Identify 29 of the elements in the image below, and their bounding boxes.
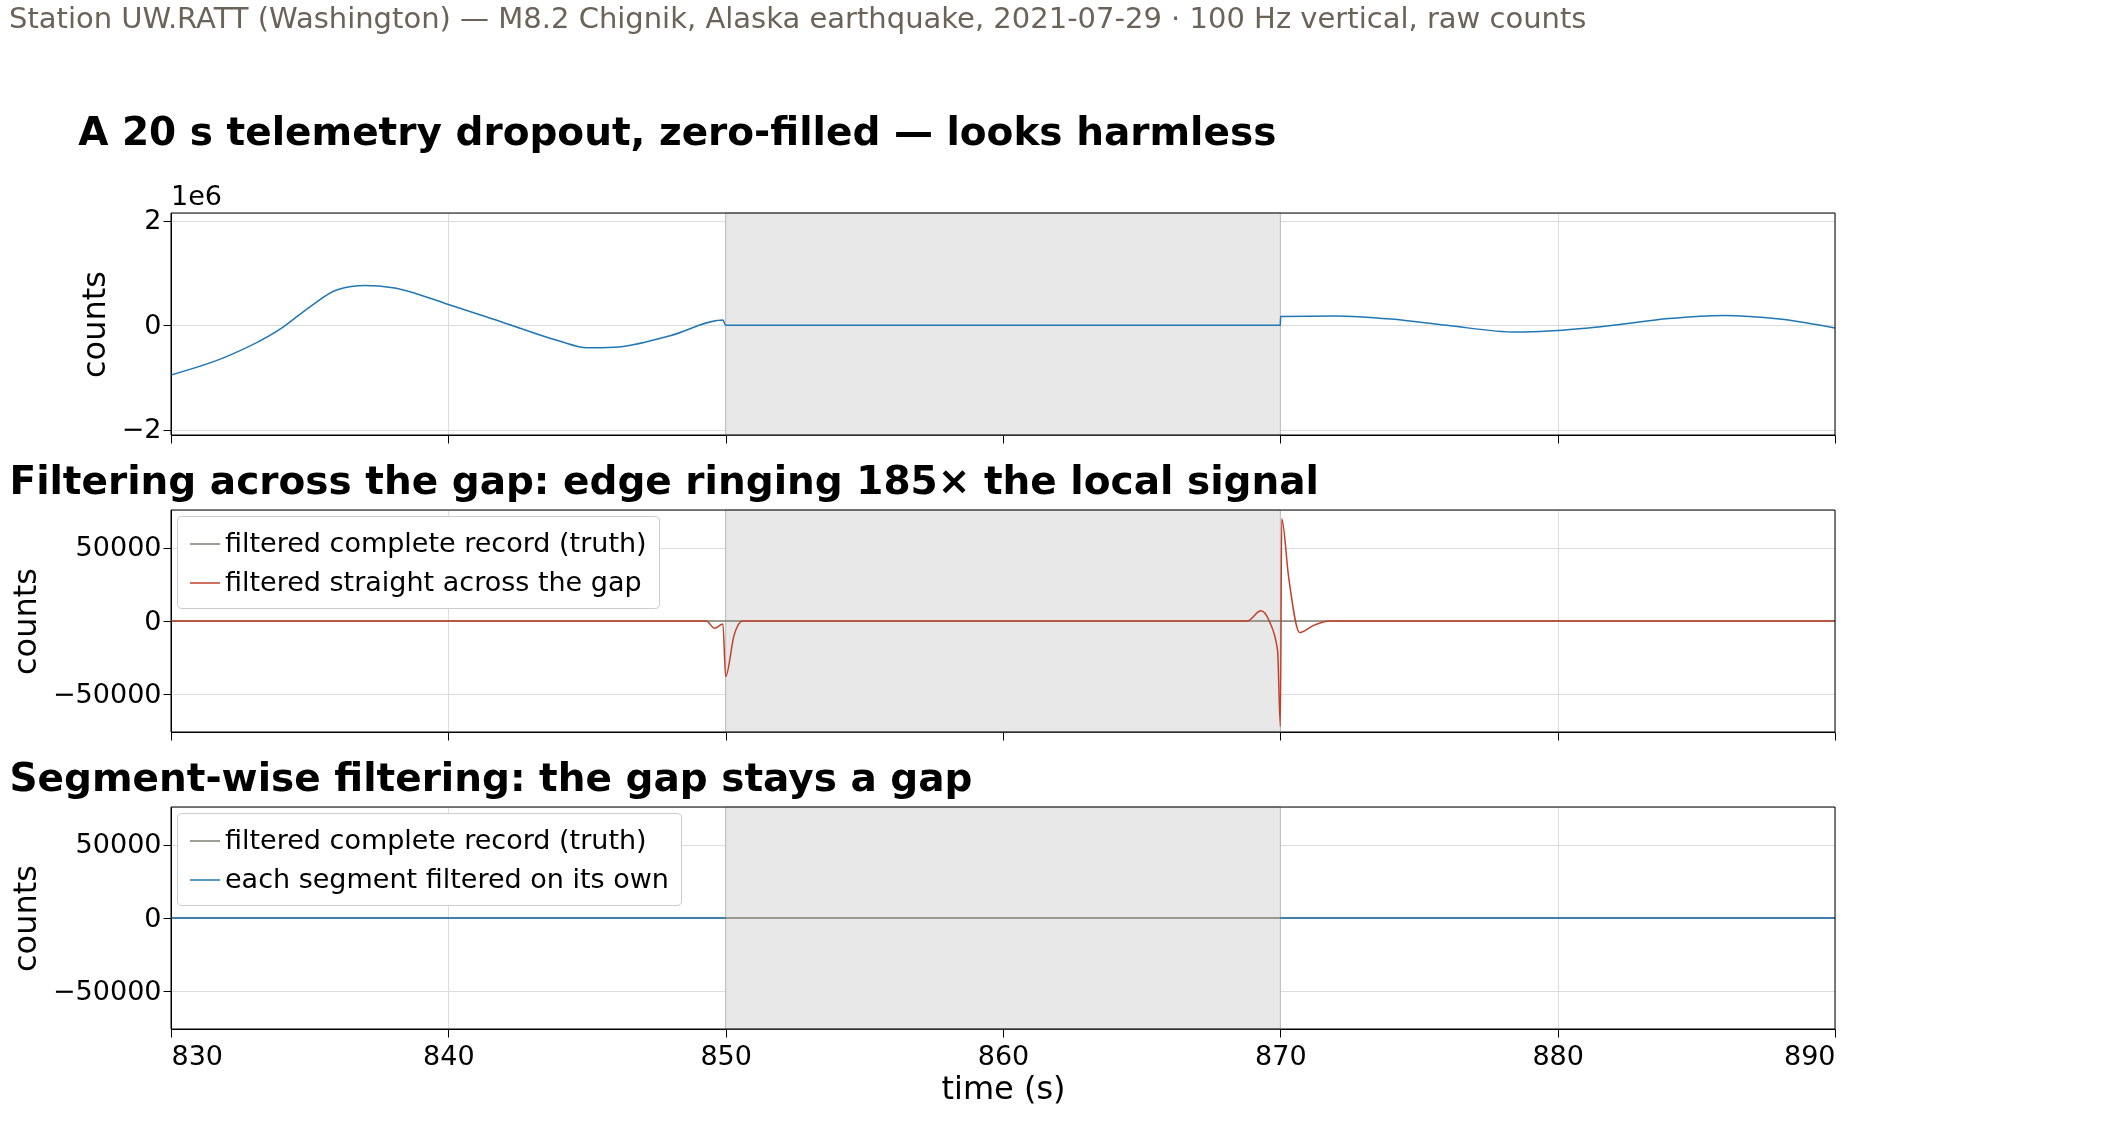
y-tick-label: −2	[121, 413, 162, 445]
chart-title: A 20 s telemetry dropout, zero-filled — looks harmless	[78, 109, 1277, 154]
y-tick-label: −50000	[52, 974, 162, 1006]
text: Station UW.RATT (Washington) — M8.2 Chignik, Alaska earthquake, 2021-07-29 · 100 Hz vertical, raw counts	[8, 0, 1587, 35]
y-axis-title: counts	[74, 271, 113, 378]
y-axis-title: counts	[5, 568, 44, 675]
x-tick-label: 830	[171, 1039, 224, 1071]
x-tick-label: 880	[1532, 1039, 1584, 1071]
y-tick-label: 2	[144, 204, 162, 236]
legend-label: each segment filtered on its own	[225, 863, 669, 894]
y-tick-label: 0	[144, 604, 162, 636]
y-axis-title: counts	[5, 865, 44, 972]
legend-label: filtered complete record (truth)	[225, 824, 647, 855]
x-tick-label: 860	[977, 1039, 1030, 1071]
y-tick-label: 50000	[75, 531, 162, 563]
text: 1e6	[171, 180, 222, 211]
chart-title: Filtering across the gap: edge ringing 185× the local signal	[9, 457, 1319, 503]
y-tick-label: 50000	[75, 828, 162, 860]
x-tick-label: 890	[1783, 1039, 1836, 1071]
x-tick-label: 840	[423, 1039, 475, 1071]
y-tick-label: −50000	[52, 677, 162, 709]
x-tick-label: 870	[1255, 1039, 1307, 1071]
y-tick-label: 0	[144, 901, 162, 933]
legend-label: filtered straight across the gap	[225, 566, 642, 597]
y-tick-label: 0	[144, 308, 162, 340]
chart-title: Segment-wise filtering: the gap stays a gap	[9, 754, 973, 800]
legend-label: filtered complete record (truth)	[225, 527, 647, 558]
x-axis-title: time (s)	[941, 1068, 1066, 1107]
x-tick-label: 850	[700, 1039, 752, 1071]
